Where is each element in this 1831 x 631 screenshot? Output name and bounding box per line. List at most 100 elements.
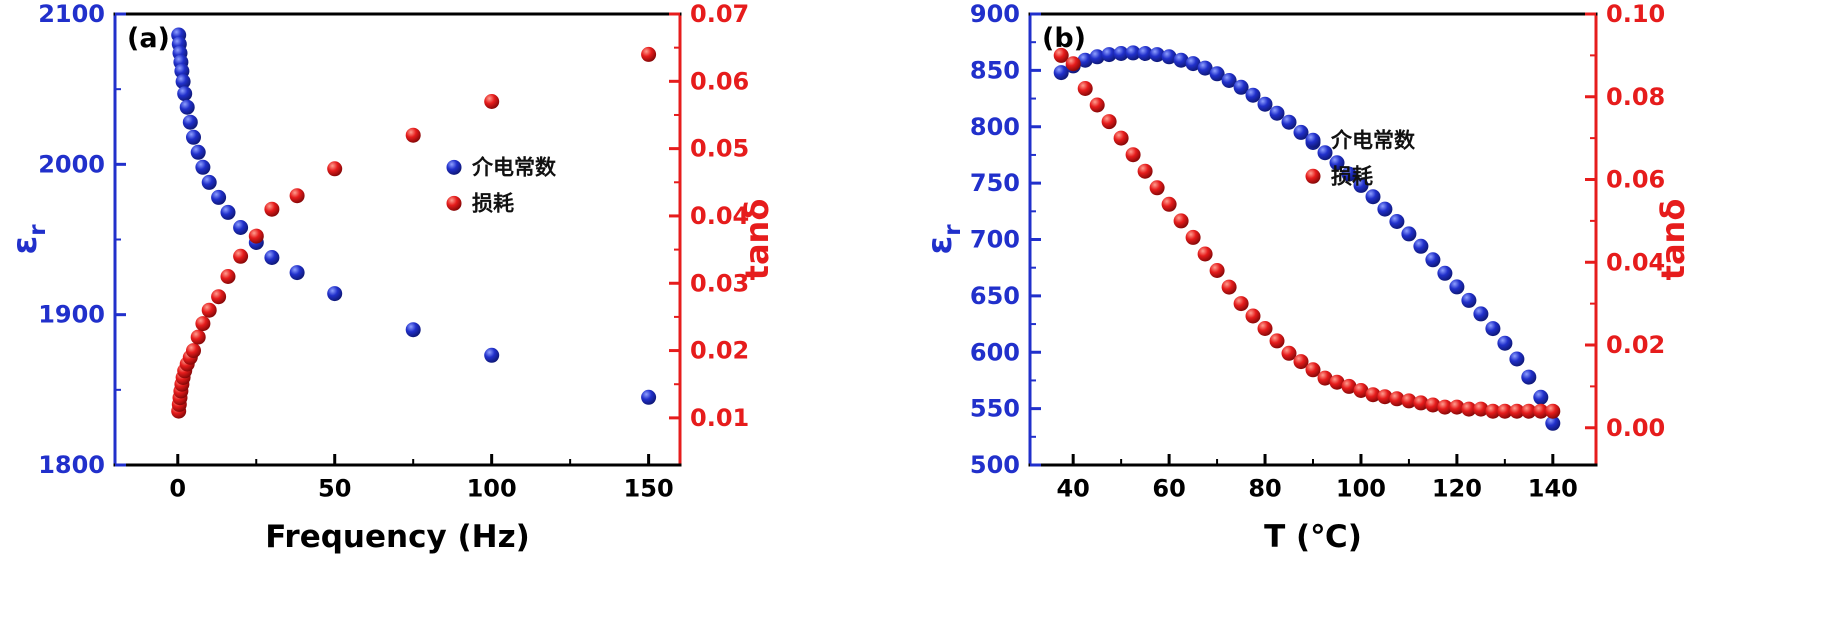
x-tick-label: 120	[1432, 475, 1482, 503]
data-point	[220, 269, 236, 284]
data-point	[195, 316, 211, 332]
x-tick-label: 0	[169, 475, 186, 503]
data-point	[1389, 391, 1405, 407]
data-point	[1233, 79, 1249, 95]
x-tick-label: 150	[624, 475, 674, 503]
y-left-tick-label: 800	[970, 113, 1020, 141]
data-point	[1137, 163, 1153, 179]
data-point	[1245, 308, 1261, 324]
data-point	[1497, 335, 1513, 351]
data-point	[1281, 114, 1297, 130]
data-point	[264, 201, 280, 217]
data-point	[1209, 263, 1225, 278]
series-blue	[1053, 45, 1561, 431]
plot-frame	[113, 12, 682, 467]
x-tick-label: 140	[1528, 475, 1578, 503]
data-point	[1425, 252, 1441, 268]
y-left-tick-label: 2000	[38, 150, 105, 178]
data-point	[1437, 399, 1453, 415]
data-point	[289, 188, 305, 204]
x-tick-label: 100	[1336, 475, 1386, 503]
panel-label: (a)	[127, 23, 170, 54]
data-point	[1485, 403, 1501, 419]
data-point	[484, 347, 500, 363]
data-point	[1329, 155, 1345, 171]
data-point	[327, 286, 343, 302]
y-right-tick-label: 0.02	[690, 337, 749, 365]
legend-label: 介电常数	[1330, 128, 1416, 152]
y-left-tick-label: 700	[970, 226, 1020, 254]
data-point	[1269, 105, 1285, 121]
data-point	[1053, 47, 1069, 63]
y-left-axis: 500 550 600 650 700 750 800 850 900	[970, 0, 1041, 479]
data-point	[1149, 47, 1165, 63]
data-point	[1173, 52, 1189, 68]
data-point	[1461, 401, 1477, 417]
y-left-axis-title: εr	[5, 224, 51, 255]
data-point	[1077, 52, 1093, 68]
y-right-tick-label: 0.06	[690, 67, 749, 95]
y-right-tick-label: 0.03	[690, 269, 749, 297]
data-point	[233, 248, 249, 264]
data-point	[1185, 56, 1201, 72]
legend-marker-red	[1305, 168, 1321, 184]
data-point	[1269, 333, 1285, 349]
x-tick-label: 100	[467, 475, 517, 503]
data-point	[201, 174, 217, 190]
y-right-tick-label: 0.01	[690, 404, 749, 432]
x-axis: 40 60 80 100 120 140	[1056, 454, 1578, 503]
data-point	[1089, 97, 1105, 113]
y-right-tick-label: 0.10	[1606, 0, 1665, 28]
data-point	[1101, 114, 1117, 130]
data-point	[1509, 403, 1525, 419]
data-point	[1233, 296, 1249, 312]
x-axis-title: T (℃)	[1264, 519, 1362, 555]
data-point	[220, 204, 236, 220]
data-point	[1161, 196, 1177, 212]
data-point	[1377, 389, 1393, 405]
data-point	[1389, 214, 1405, 229]
data-point	[1365, 387, 1381, 403]
data-point	[1221, 73, 1237, 88]
data-point	[182, 114, 198, 130]
data-point	[1137, 46, 1153, 61]
y-right-tick-label: 0.07	[690, 0, 749, 28]
y-right-axis: 0.01 0.02 0.03 0.04 0.05 0.06 0.07	[669, 0, 749, 432]
y-right-tick-label: 0.05	[690, 135, 749, 163]
data-point	[233, 220, 249, 235]
data-point	[641, 46, 657, 62]
chart-panel-b: 40 60 80 100 120 140 500 550 600 650 700 750 800 850 9…	[920, 0, 1692, 555]
data-point	[1173, 213, 1189, 229]
y-left-tick-label: 900	[970, 0, 1020, 28]
x-tick-label: 50	[318, 475, 351, 503]
data-point	[211, 189, 227, 205]
legend-label: 介电常数	[471, 155, 557, 179]
y-right-tick-label: 0.04	[1606, 248, 1665, 276]
data-point	[1257, 321, 1273, 336]
data-point	[1425, 397, 1441, 413]
data-point	[1473, 401, 1489, 417]
series-blue	[171, 27, 657, 405]
data-point	[1449, 279, 1465, 295]
data-point	[179, 99, 195, 115]
data-point	[1125, 45, 1141, 61]
data-point	[1305, 362, 1321, 378]
data-point	[1545, 403, 1561, 419]
data-point	[1053, 65, 1069, 81]
series-red	[171, 46, 657, 419]
data-point	[1077, 81, 1093, 96]
data-point	[1353, 177, 1369, 193]
y-right-tick-label: 0.00	[1606, 414, 1665, 442]
data-point	[1281, 345, 1297, 361]
data-point	[1401, 393, 1417, 409]
data-point	[1473, 306, 1489, 322]
data-point	[484, 94, 500, 109]
data-point	[641, 389, 657, 405]
data-point	[190, 144, 206, 160]
data-point	[1341, 378, 1357, 394]
y-left-tick-label: 650	[970, 282, 1020, 310]
data-point	[248, 228, 264, 244]
data-point	[1521, 369, 1537, 385]
x-tick-label: 60	[1152, 475, 1185, 503]
data-point	[211, 289, 227, 305]
